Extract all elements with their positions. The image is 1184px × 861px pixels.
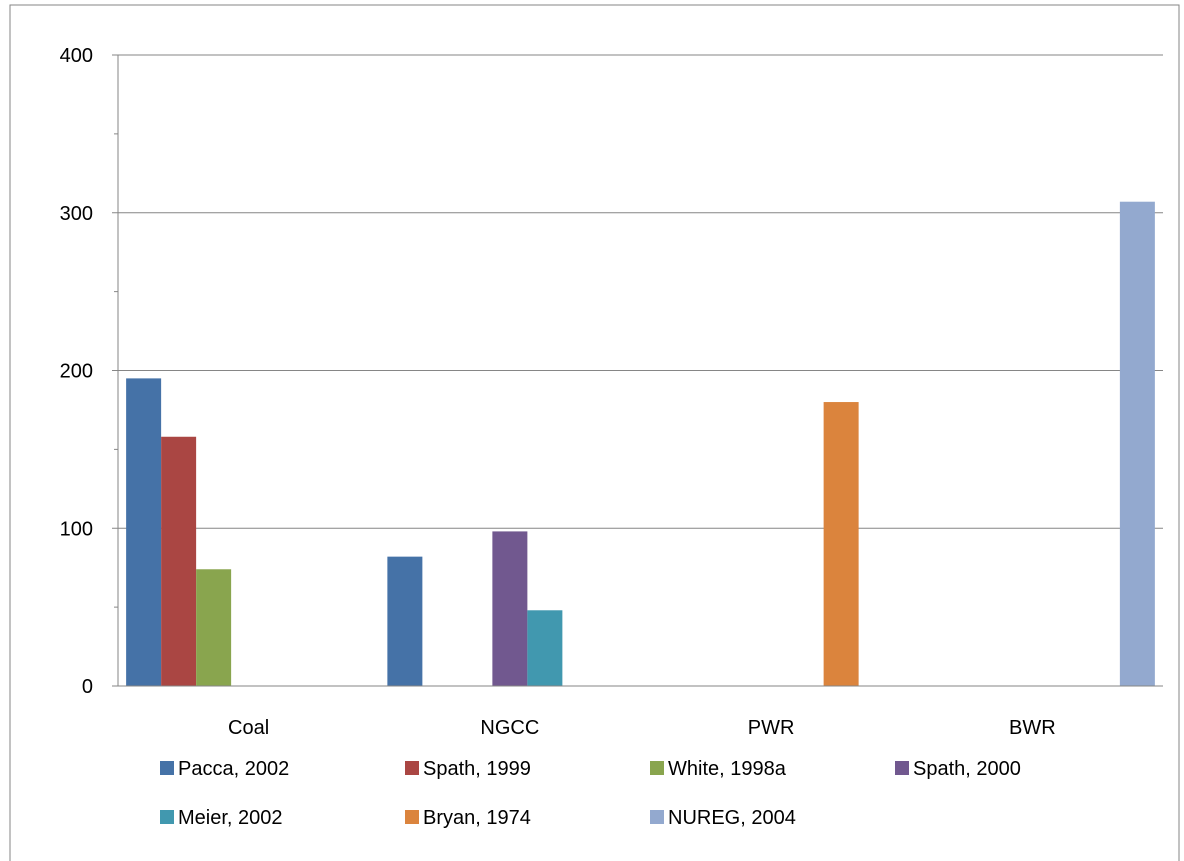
bar (492, 531, 528, 686)
y-tick-label: 300 (60, 203, 93, 225)
axes (112, 54, 1163, 687)
y-tick-label: 100 (60, 518, 93, 540)
legend-label: Meier, 2002 (178, 807, 283, 829)
legend-swatch (405, 761, 419, 775)
y-tick-label: 200 (60, 361, 93, 383)
legend-swatch (160, 761, 174, 775)
x-tick-label: Coal (228, 717, 269, 739)
legend-swatch (895, 761, 909, 775)
legend-swatch (650, 761, 664, 775)
y-tick-label: 400 (60, 45, 93, 67)
legend-label: Spath, 1999 (423, 758, 531, 780)
legend: Pacca, 2002 Spath, 1999 White, 1998a Spath,… (160, 758, 1021, 829)
legend-label: Spath, 2000 (913, 758, 1021, 780)
legend-swatch (650, 810, 664, 824)
chart-border (9, 4, 1180, 861)
gridlines (118, 54, 1163, 529)
bars (126, 201, 1155, 686)
y-tick-labels: 0 100 200 300 400 (60, 45, 93, 698)
legend-swatch (160, 810, 174, 824)
bar (126, 378, 162, 686)
x-tick-label: NGCC (480, 717, 539, 739)
legend-swatch (405, 810, 419, 824)
y-tick-label: 0 (82, 676, 93, 698)
bar (161, 436, 197, 686)
legend-label: White, 1998a (668, 758, 787, 780)
x-tick-label: BWR (1009, 717, 1056, 739)
bar (196, 569, 232, 686)
x-tick-labels: Coal NGCC PWR BWR (228, 717, 1056, 739)
legend-label: Pacca, 2002 (178, 758, 289, 780)
bar (1119, 201, 1155, 686)
legend-label: Bryan, 1974 (423, 807, 531, 829)
bar (823, 402, 859, 686)
bar (387, 556, 423, 686)
bar (527, 610, 563, 686)
x-tick-label: PWR (748, 717, 795, 739)
legend-label: NUREG, 2004 (668, 807, 796, 829)
